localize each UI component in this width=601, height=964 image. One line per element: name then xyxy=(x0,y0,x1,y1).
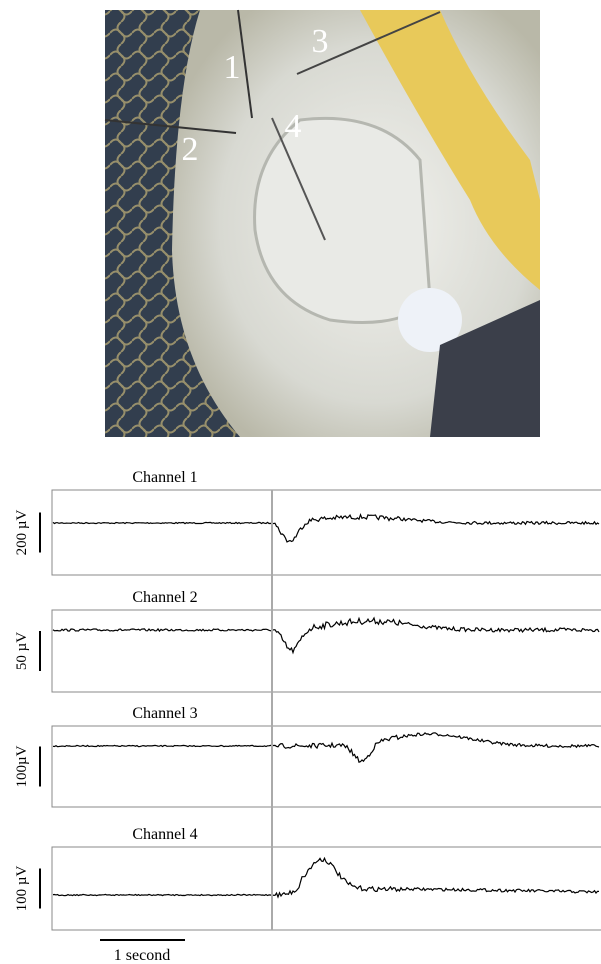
signal-trace xyxy=(52,732,600,764)
channel-title: Channel 2 xyxy=(132,589,197,606)
signal-trace xyxy=(52,856,599,899)
amplitude-scale-label: 100 µV xyxy=(14,865,30,911)
recordings: Channel 1 200 µV Channel 2 50 µV Channel 3 10… xyxy=(14,469,601,931)
electrode-label: 4 xyxy=(285,108,302,145)
time-scale-label: 1 second xyxy=(114,947,170,964)
photo: 1 2 3 4 xyxy=(104,9,540,437)
electrode-label: 3 xyxy=(312,23,329,60)
panel-frame xyxy=(51,489,601,576)
amplitude-scale-label: 200 µV xyxy=(14,509,30,555)
electrode-label: 1 xyxy=(224,49,241,86)
signal-trace xyxy=(52,616,600,655)
electrode-label: 2 xyxy=(182,131,199,168)
channel-title: Channel 4 xyxy=(132,826,197,843)
amplitude-scale-label: 100µV xyxy=(14,745,30,787)
panel-frame xyxy=(51,725,601,808)
panel-frame xyxy=(51,846,601,931)
channel-title: Channel 1 xyxy=(132,469,197,486)
panel-frame xyxy=(51,609,601,693)
amplitude-scale-label: 50 µV xyxy=(14,632,30,670)
channel-title: Channel 3 xyxy=(132,705,197,722)
signal-trace xyxy=(52,512,600,543)
